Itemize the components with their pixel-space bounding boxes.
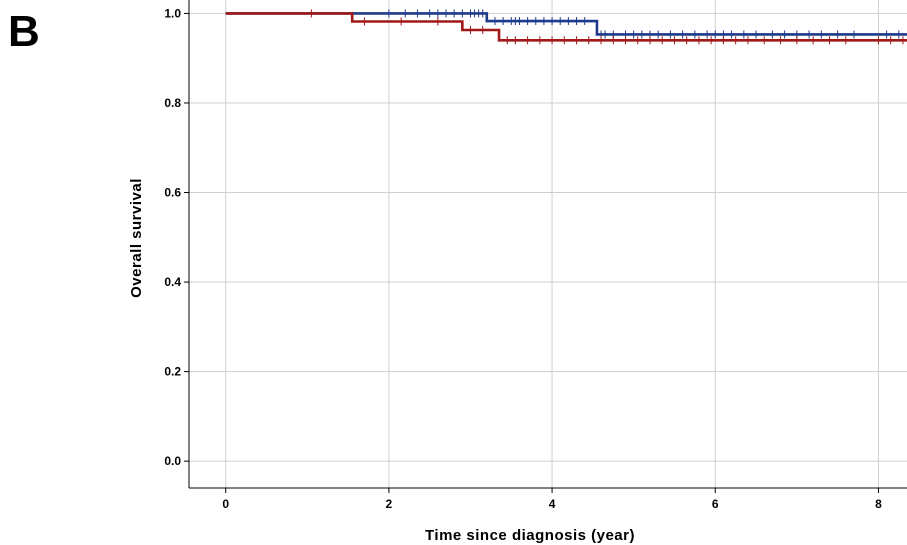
y-tick-label: 1.0 — [164, 6, 181, 20]
y-tick-label: 0.6 — [164, 186, 181, 200]
panel-label: B — [8, 7, 40, 56]
tick-labels: 0 2 4 6 8 0.0 0.2 0.4 0.6 0.8 1.0 — [164, 6, 882, 511]
series-line-2 — [225, 12, 907, 42]
series-line-1 — [225, 12, 907, 36]
x-tick-label: 4 — [549, 497, 556, 511]
series-group — [225, 9, 907, 45]
x-tick-label: 0 — [222, 497, 229, 511]
x-tick-label: 2 — [386, 497, 393, 511]
y-tick-label: 0.8 — [164, 96, 181, 110]
x-tick-label: 8 — [875, 497, 882, 511]
y-axis-title: Overall survival — [128, 178, 145, 298]
y-tick-label: 0.0 — [164, 454, 181, 468]
axes — [184, 0, 907, 493]
y-tick-label: 0.2 — [164, 365, 181, 379]
grid-lines — [189, 0, 907, 488]
y-tick-label: 0.4 — [164, 275, 181, 289]
x-axis-title: Time since diagnosis (year) — [425, 527, 635, 544]
x-tick-label: 6 — [712, 497, 719, 511]
